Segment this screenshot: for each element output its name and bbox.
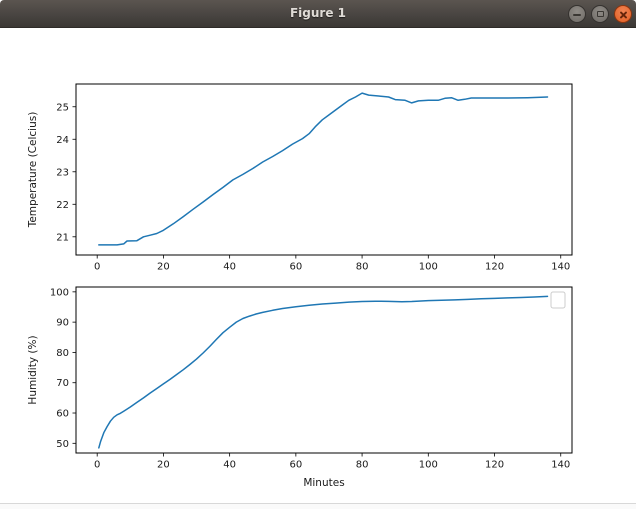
humidity-subplot: 0 20 40 60 80 100 120 140 50 60 70 80 90 100 Humidity … (27, 286, 573, 489)
x-tick-label: 120 (485, 460, 504, 471)
maximize-button[interactable] (591, 5, 609, 23)
humidity-subplot-ylabel: Humidity (%) (27, 335, 39, 404)
y-tick-label: 22 (56, 200, 69, 211)
window-controls (568, 5, 632, 23)
x-tick-label: 80 (356, 262, 369, 273)
temperature-subplot-axes-frame (75, 83, 573, 256)
window-titlebar[interactable]: Figure 1 (0, 0, 636, 28)
x-tick-label: 0 (94, 460, 100, 471)
humidity-subplot-line (98, 295, 549, 449)
x-tick-label: 60 (289, 460, 302, 471)
figure-canvas: 0 20 40 60 80 100 120 140 21 22 23 24 25 Temperature … (0, 28, 636, 503)
x-tick-label: 140 (551, 262, 570, 273)
x-tick-label: 120 (485, 262, 504, 273)
minimize-button[interactable] (568, 5, 586, 23)
temperature-subplot: 0 20 40 60 80 100 120 140 21 22 23 24 25 Temperature … (27, 83, 573, 273)
x-tick-label: 0 (94, 262, 100, 273)
x-tick-label: 40 (223, 460, 236, 471)
x-tick-label: 20 (157, 460, 170, 471)
x-tick-label: 60 (289, 262, 302, 273)
y-tick-label: 23 (56, 167, 69, 178)
x-tick-label: 80 (356, 460, 369, 471)
window-title: Figure 1 (289, 6, 347, 20)
empty-legend-box (550, 291, 566, 309)
x-tick-label: 140 (551, 460, 570, 471)
y-tick-label: 60 (56, 409, 69, 420)
y-tick-label: 21 (56, 232, 69, 243)
maximize-icon (596, 11, 604, 17)
humidity-subplot-axes-frame (75, 286, 573, 454)
y-tick-label: 24 (56, 135, 69, 146)
window-bottom-edge (0, 503, 636, 509)
temperature-subplot-ylabel: Temperature (Celcius) (27, 112, 39, 229)
x-tick-label: 20 (157, 262, 170, 273)
matplotlib-figure: 0 20 40 60 80 100 120 140 21 22 23 24 25 Temperature … (27, 83, 573, 489)
y-tick-label: 70 (56, 378, 69, 389)
y-tick-label: 80 (56, 348, 69, 359)
close-button[interactable] (614, 5, 632, 23)
temperature-subplot-line (98, 92, 549, 246)
x-tick-label: 100 (419, 460, 438, 471)
y-tick-label: 25 (56, 102, 69, 113)
humidity-subplot-xlabel: Minutes (303, 477, 344, 489)
y-tick-label: 50 (56, 439, 69, 450)
minimize-icon (573, 14, 581, 16)
y-tick-label: 100 (50, 287, 69, 298)
y-tick-label: 90 (56, 318, 69, 329)
x-tick-label: 40 (223, 262, 236, 273)
x-tick-label: 100 (419, 262, 438, 273)
